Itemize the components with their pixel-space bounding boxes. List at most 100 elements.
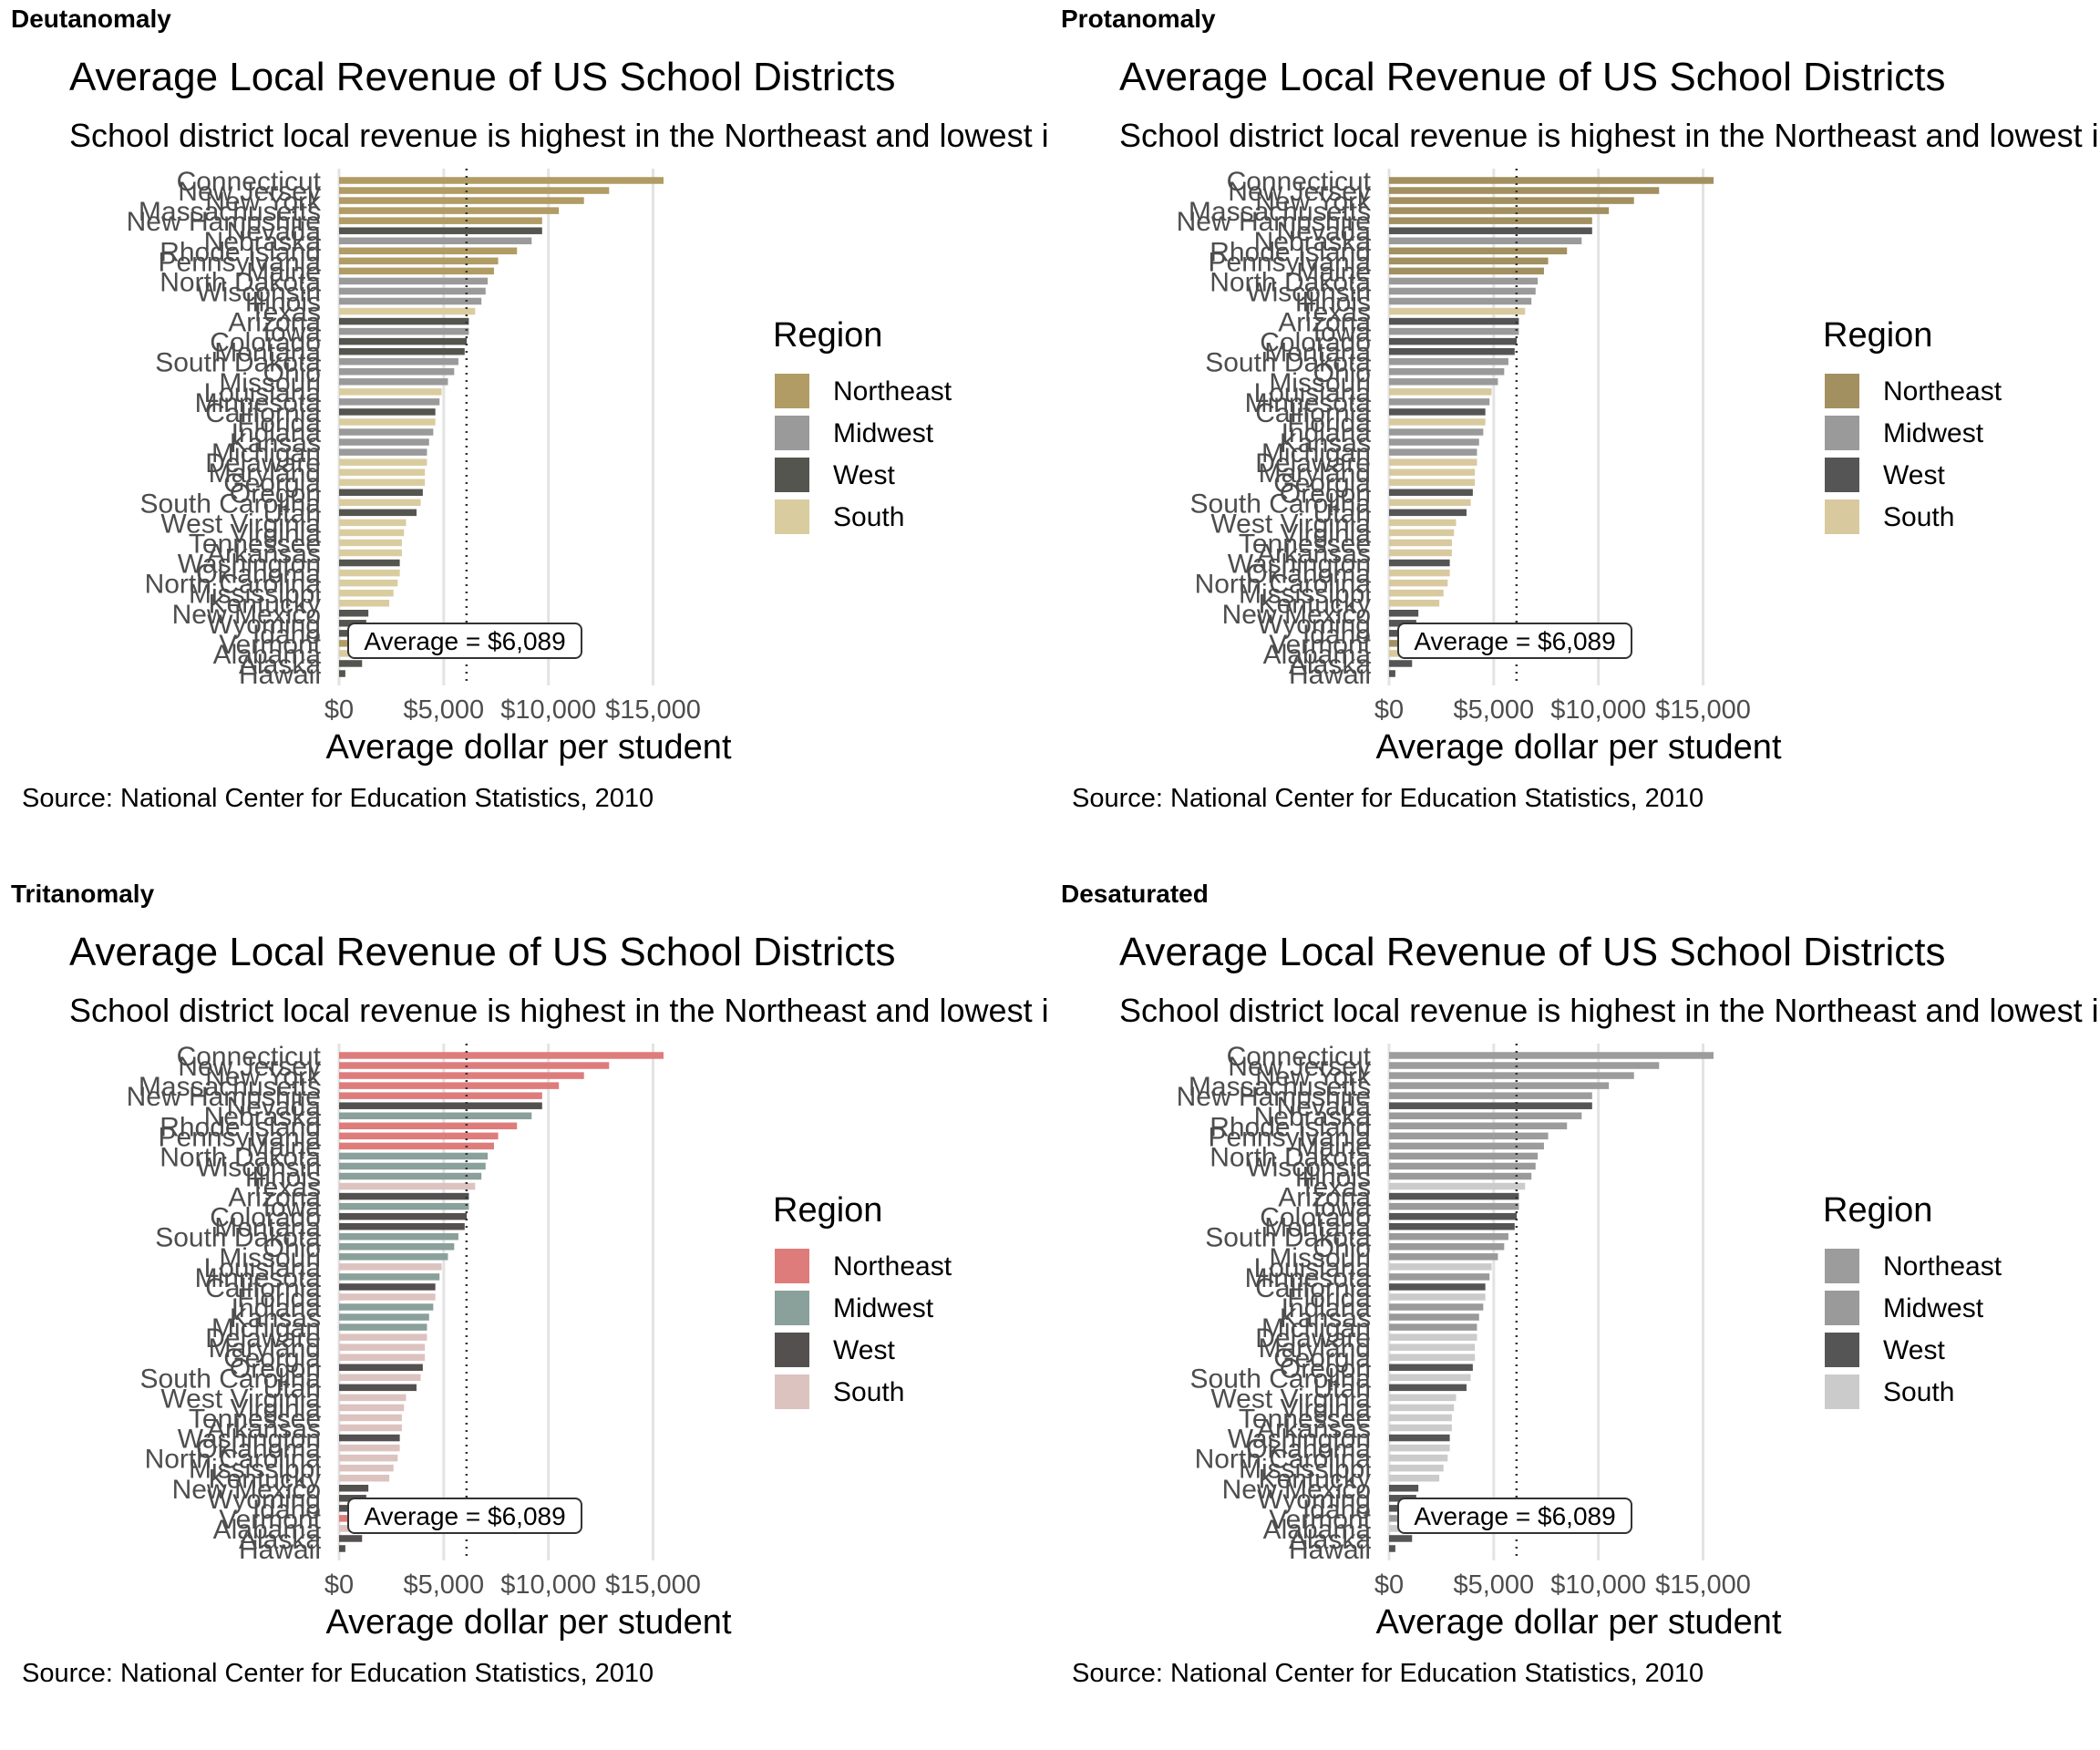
- state-label-new-hampshire: New Hampshire: [127, 207, 321, 237]
- state-label-south-dakota: South Dakota: [155, 348, 321, 378]
- x-tick-label: $10,000: [1550, 1570, 1646, 1600]
- state-label-montana: Montana: [214, 338, 321, 368]
- state-label-colorado: Colorado: [1260, 1203, 1371, 1233]
- bar-rhode-island: [1389, 1122, 1568, 1130]
- bar-connecticut: [1389, 177, 1714, 184]
- state-label-rhode-island: Rhode Island: [1210, 1112, 1371, 1142]
- state-label-maine: Maine: [246, 1132, 321, 1162]
- state-label-south-dakota: South Dakota: [1205, 348, 1371, 378]
- state-label-arizona: Arizona: [228, 1183, 321, 1213]
- state-label-texas: Texas: [250, 298, 321, 328]
- state-label-ohio: Ohio: [263, 1233, 321, 1263]
- bar-south-dakota: [339, 357, 458, 365]
- state-label-washington: Washington: [1228, 1425, 1371, 1455]
- bar-colorado: [1389, 1212, 1518, 1220]
- state-label-kentucky: Kentucky: [1259, 1465, 1371, 1495]
- state-label-rhode-island: Rhode Island: [160, 1112, 321, 1142]
- bar-north-carolina: [1389, 579, 1448, 587]
- bar-utah: [1389, 509, 1467, 517]
- state-label-california: California: [1255, 1273, 1371, 1303]
- x-tick-label: $10,000: [500, 1570, 596, 1600]
- x-tick-label: $0: [324, 695, 354, 725]
- bar-virginia: [339, 1404, 405, 1412]
- state-label-west-virginia: West Virginia: [1210, 1384, 1371, 1414]
- bar-hawaii: [1389, 1545, 1395, 1552]
- state-label-washington: Washington: [1228, 550, 1371, 580]
- bar-nebraska: [1389, 237, 1582, 244]
- bar-new-jersey: [1389, 187, 1660, 194]
- state-label-idaho: Idaho: [1302, 1495, 1371, 1525]
- state-label-connecticut: Connecticut: [1227, 167, 1372, 197]
- chart-title: Average Local Revenue of US School Distr…: [1119, 55, 1946, 99]
- legend-label-west: West: [1883, 460, 1945, 490]
- bar-massachusetts: [1389, 207, 1610, 214]
- state-label-arkansas: Arkansas: [1257, 540, 1371, 570]
- average-label: Average = $6,089: [364, 627, 565, 655]
- state-label-west-virginia: West Virginia: [1210, 509, 1371, 539]
- state-label-montana: Montana: [1264, 1213, 1371, 1243]
- state-label-utah: Utah: [263, 1374, 321, 1404]
- state-label-nebraska: Nebraska: [204, 227, 322, 257]
- bar-virginia: [1389, 1404, 1455, 1412]
- state-label-maryland: Maryland: [209, 1333, 321, 1364]
- x-axis-label: Average dollar per student: [1375, 728, 1781, 767]
- bar-connecticut: [339, 177, 664, 184]
- bar-illinois: [339, 297, 482, 305]
- bar-wisconsin: [1389, 1162, 1536, 1170]
- bar-illinois: [339, 1172, 482, 1180]
- bar-new-mexico: [339, 610, 369, 617]
- chart-subtitle: School district local revenue is highest…: [1119, 117, 2100, 154]
- bar-vermont: [339, 640, 355, 647]
- legend-swatch-midwest: [1825, 1291, 1859, 1325]
- panel-label: Desaturated: [1061, 880, 1209, 908]
- bar-kansas: [339, 438, 429, 446]
- bar-maryland: [1389, 468, 1476, 476]
- state-label-michigan: Michigan: [211, 1313, 321, 1343]
- state-label-north-dakota: North Dakota: [1210, 267, 1371, 297]
- state-label-utah: Utah: [1313, 499, 1371, 529]
- state-label-hawaii: Hawaii: [1289, 1535, 1371, 1565]
- x-axis-label: Average dollar per student: [1375, 1603, 1781, 1642]
- bar-oregon: [339, 1364, 423, 1372]
- state-label-tennessee: Tennessee: [1239, 1404, 1371, 1434]
- state-label-kansas: Kansas: [230, 1303, 321, 1333]
- state-label-illinois: Illinois: [245, 287, 321, 317]
- bar-vermont: [1389, 640, 1405, 647]
- bar-ohio: [1389, 1243, 1505, 1251]
- state-label-minnesota: Minnesota: [195, 388, 322, 418]
- state-label-louisiana: Louisiana: [1254, 378, 1372, 408]
- bar-alabama: [339, 1525, 352, 1532]
- bar-alaska: [1389, 1535, 1413, 1542]
- state-label-south-dakota: South Dakota: [1205, 1223, 1371, 1253]
- state-label-kentucky: Kentucky: [1259, 590, 1371, 620]
- state-label-west-virginia: West Virginia: [160, 509, 321, 539]
- panel-label: Deutanomaly: [11, 5, 171, 33]
- bar-hawaii: [1389, 670, 1395, 677]
- legend-label-west: West: [833, 1335, 895, 1365]
- bar-oklahoma: [339, 569, 400, 577]
- bar-michigan: [339, 1323, 427, 1331]
- bar-new-mexico: [339, 1485, 369, 1492]
- bar-oklahoma: [1389, 1444, 1450, 1452]
- bar-nebraska: [339, 1112, 532, 1119]
- state-label-alaska: Alaska: [1289, 650, 1371, 680]
- state-label-oregon: Oregon: [230, 1354, 321, 1384]
- state-label-iowa: Iowa: [263, 318, 322, 348]
- bar-arkansas: [339, 549, 402, 557]
- bar-delaware: [339, 458, 427, 466]
- panel-content: Tritanomaly Average Local Revenue of US S…: [11, 880, 1050, 1688]
- bar-massachusetts: [1389, 1082, 1610, 1089]
- bar-iowa: [339, 327, 469, 335]
- bar-maine: [339, 1142, 494, 1150]
- state-label-vermont: Vermont: [1269, 1505, 1371, 1535]
- state-label-alaska: Alaska: [239, 650, 321, 680]
- bar-north-dakota: [1389, 277, 1539, 285]
- bar-maine: [1389, 267, 1544, 275]
- bar-texas: [1389, 307, 1526, 315]
- state-label-missouri: Missouri: [219, 1243, 321, 1273]
- state-label-tennessee: Tennessee: [189, 1404, 321, 1434]
- panel-content: Protanomaly Average Local Revenue of US S…: [1061, 5, 2100, 813]
- legend-label-midwest: Midwest: [1883, 418, 1984, 448]
- state-label-kansas: Kansas: [1280, 1303, 1371, 1333]
- legend-swatch-south: [775, 499, 809, 534]
